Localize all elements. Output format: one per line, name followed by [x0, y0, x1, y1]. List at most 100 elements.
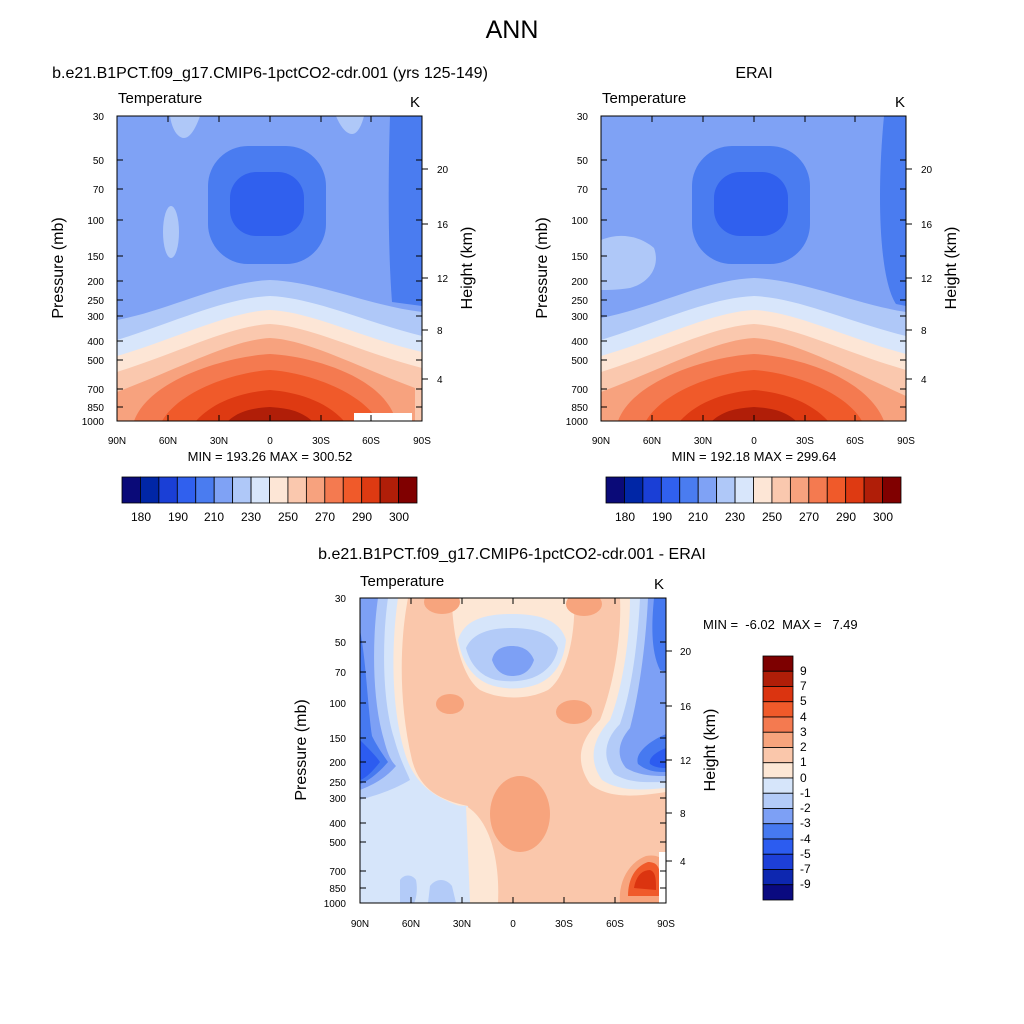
stats-label: MIN = -6.02 MAX = 7.49 — [703, 617, 858, 632]
colorbar — [121, 476, 418, 504]
colorbar-swatch — [762, 792, 794, 809]
y2-tick-label: 20 — [680, 647, 692, 658]
y2-tick-label: 12 — [437, 274, 449, 285]
stats-label: MIN = 193.26 MAX = 300.52 — [188, 449, 353, 464]
colorbar-labels: 180 190 210 230 250 270 290 300 — [615, 510, 893, 524]
y-tick-label: 150 — [87, 252, 104, 263]
y-tick-label: 1000 — [566, 417, 589, 428]
contour-fill — [170, 116, 200, 138]
panel-erai-units: K — [895, 94, 905, 111]
colorbar-swatch — [361, 476, 381, 504]
colorbar-label: 180 — [131, 510, 151, 524]
y-tick-label: 1000 — [324, 899, 347, 910]
contour-fill — [196, 390, 344, 421]
colorbar-label: -4 — [800, 832, 811, 846]
colorbar-labels: 9 7 5 4 3 2 1 0 -1 -2 -3 -4 -5 -7 -9 — [800, 664, 811, 891]
colorbar-swatch — [753, 476, 773, 504]
panel-difference-units: K — [654, 576, 664, 593]
contour-fill — [436, 694, 464, 714]
contour-fill — [492, 646, 534, 676]
colorbar-label: 0 — [800, 771, 807, 785]
y-tick-label: 850 — [571, 403, 588, 414]
y-tick-label: 70 — [577, 185, 589, 196]
y-axis-right: 20 16 12 8 4 — [422, 165, 449, 386]
y2-tick-label: 16 — [437, 220, 449, 231]
y-tick-label: 200 — [571, 277, 588, 288]
x-tick-label: 90N — [108, 436, 126, 447]
panel-difference: b.e21.B1PCT.f09_g17.CMIP6-1pctCO2-cdr.00… — [293, 546, 858, 930]
y-tick-label: 30 — [577, 112, 589, 123]
colorbar-label: -3 — [800, 816, 811, 830]
y-tick-label: 300 — [329, 794, 346, 805]
y-tick-label: 250 — [571, 296, 588, 307]
colorbar-swatch — [762, 823, 794, 840]
contour-fill — [637, 598, 666, 772]
contour-fill — [634, 870, 656, 890]
missing-data-area — [354, 413, 412, 421]
colorbar-swatch — [324, 476, 344, 504]
y-tick-label: 100 — [329, 699, 346, 710]
colorbar-swatch — [762, 884, 794, 901]
y-tick-label: 200 — [329, 758, 346, 769]
colorbar-label: 9 — [800, 664, 807, 678]
panel-erai-variable: Temperature — [602, 90, 686, 107]
x-tick-label: 30S — [555, 919, 573, 930]
x-tick-label: 60N — [402, 919, 420, 930]
colorbar-swatch — [762, 655, 794, 672]
x-tick-label: 30S — [312, 436, 330, 447]
contour-fill — [360, 630, 388, 784]
colorbar-swatch — [734, 476, 754, 504]
y2-tick-label: 4 — [437, 375, 443, 386]
panel-model: b.e21.B1PCT.f09_g17.CMIP6-1pctCO2-cdr.00… — [50, 65, 488, 524]
colorbar-swatch — [398, 476, 418, 504]
colorbar-swatch — [762, 777, 794, 794]
contour-fill — [228, 407, 312, 421]
y-axis-title: Pressure (mb) — [293, 699, 310, 800]
panel-erai-contours — [601, 116, 906, 421]
colorbar-swatch — [287, 476, 307, 504]
y-tick-label: 100 — [87, 216, 104, 227]
colorbar-swatch — [624, 476, 644, 504]
contour-fill — [360, 800, 480, 903]
contour-fill — [466, 806, 499, 903]
y-tick-label: 100 — [571, 216, 588, 227]
y-tick-label: 200 — [87, 277, 104, 288]
y2-tick-label: 16 — [921, 220, 933, 231]
colorbar-swatch — [771, 476, 791, 504]
x-tick-label: 90N — [351, 919, 369, 930]
y-tick-label: 500 — [87, 356, 104, 367]
contour-fill — [490, 776, 550, 852]
colorbar-swatch — [379, 476, 399, 504]
panel-model-variable: Temperature — [118, 90, 202, 107]
y-axis-left: 30 50 70 100 150 200 250 300 400 500 700… — [566, 112, 906, 428]
y-tick-label: 850 — [329, 884, 346, 895]
contour-fill — [680, 390, 828, 421]
colorbar-swatch — [845, 476, 865, 504]
y2-tick-label: 20 — [921, 165, 933, 176]
x-axis: 90N 60N 30N 0 30S 60S 90S — [108, 116, 431, 447]
y2-tick-label: 4 — [680, 857, 686, 868]
panel-difference-contours — [360, 598, 666, 903]
contour-fill — [336, 116, 364, 134]
colorbar-label: 3 — [800, 725, 807, 739]
panel-model-units: K — [410, 94, 420, 111]
y-tick-label: 300 — [571, 312, 588, 323]
colorbar-label: 210 — [688, 510, 708, 524]
y-tick-label: 500 — [571, 356, 588, 367]
colorbar-swatch — [342, 476, 363, 504]
colorbar-label: -2 — [800, 801, 811, 815]
colorbar-swatch — [762, 853, 794, 870]
contour-fill — [230, 172, 304, 236]
colorbar-label: 5 — [800, 694, 807, 708]
contour-fill — [649, 748, 666, 768]
colorbar-swatch — [789, 476, 810, 504]
contour-fill — [400, 875, 456, 903]
y-tick-label: 50 — [577, 156, 589, 167]
contour-fill — [388, 116, 422, 306]
colorbar-swatch — [762, 670, 794, 687]
x-tick-label: 60S — [846, 436, 864, 447]
x-tick-label: 0 — [751, 436, 757, 447]
y-tick-label: 700 — [329, 867, 346, 878]
y2-tick-label: 12 — [921, 274, 933, 285]
